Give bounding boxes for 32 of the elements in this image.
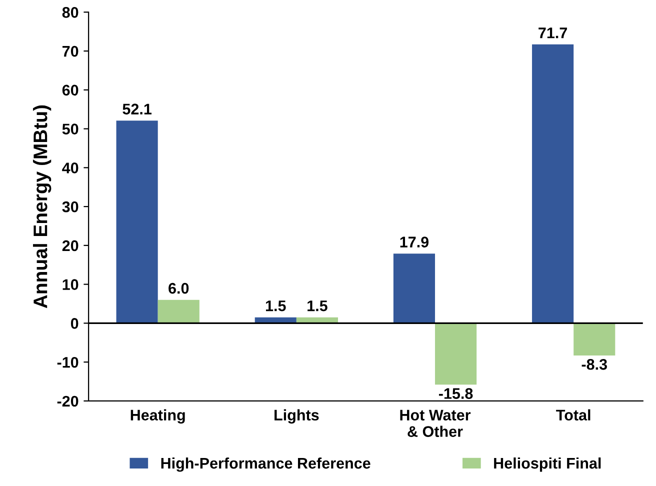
- y-tick-label: 0: [70, 318, 78, 329]
- data-label: 6.0: [168, 282, 189, 294]
- y-tick-label: 20: [62, 240, 78, 252]
- x-tick-label: Lights: [274, 409, 319, 424]
- y-tick-label: 10: [62, 279, 78, 290]
- x-tick-label: Hot Water & Other: [400, 410, 471, 437]
- x-tick-label: Heating: [130, 409, 185, 424]
- y-tick-label: -20: [57, 396, 78, 407]
- y-tick-label: -10: [57, 356, 78, 368]
- y-tick-label: 50: [62, 124, 78, 134]
- data-label: 1.5: [308, 300, 328, 312]
- legend-label: High-Performance Reference: [161, 457, 370, 472]
- x-tick-label: Total: [556, 409, 590, 421]
- data-label: 71.7: [538, 28, 567, 38]
- bar: [116, 120, 158, 324]
- y-tick-label: 30: [62, 201, 78, 212]
- data-label: -15.8: [438, 388, 473, 399]
- y-axis-title: Annual Energy (MBtu): [32, 105, 52, 308]
- data-label: 17.9: [400, 236, 429, 248]
- bar: [393, 254, 436, 324]
- bar: [574, 323, 616, 356]
- data-label: 52.1: [122, 104, 152, 114]
- bar: [532, 44, 574, 324]
- y-tick-label: 40: [62, 162, 78, 174]
- data-label: -8.3: [582, 358, 607, 370]
- legend-label: Heliospiti Final: [494, 457, 601, 472]
- bar: [158, 300, 200, 324]
- y-tick-label: 70: [62, 46, 78, 57]
- data-label: 1.5: [266, 300, 286, 312]
- y-tick-label: 60: [62, 84, 78, 96]
- y-tick-label: 80: [62, 7, 78, 18]
- bar: [435, 323, 477, 385]
